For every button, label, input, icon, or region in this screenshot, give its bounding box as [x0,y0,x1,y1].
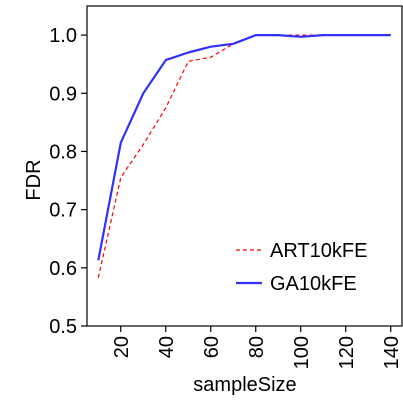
axis-layer: 0.5 0.6 0.7 0.8 0.9 1.0 20 40 60 80 100 120 140 [49,5,403,369]
y-axis-title: FDR [23,159,45,200]
x-tick-label: 100 [291,336,313,369]
x-tick-label: 120 [336,336,358,369]
x-tick-label: 140 [381,336,403,369]
series-line-ga10kfe [97,33,391,261]
y-tick-label: 0.5 [49,316,77,338]
x-tick-label: 60 [201,336,223,358]
x-axis-title: sampleSize [193,374,296,396]
series-line-art10kfe [97,34,391,278]
y-tick-label: 0.6 [49,258,77,280]
legend: ART10kFE GA10kFE [236,240,367,295]
plot-frame [86,5,403,327]
y-tick-label: 0.9 [49,83,77,105]
y-tick-label: 0.8 [49,141,77,163]
y-tick-label: 1.0 [49,25,77,47]
x-tick-label: 80 [246,336,268,358]
legend-label-ga10kfe: GA10kFE [270,273,357,295]
x-tick-label: 40 [156,336,178,358]
legend-label-art10kfe: ART10kFE [270,240,367,262]
plot-layer [97,33,391,278]
x-tick-label: 20 [111,336,133,358]
y-tick-label: 0.7 [49,200,77,222]
